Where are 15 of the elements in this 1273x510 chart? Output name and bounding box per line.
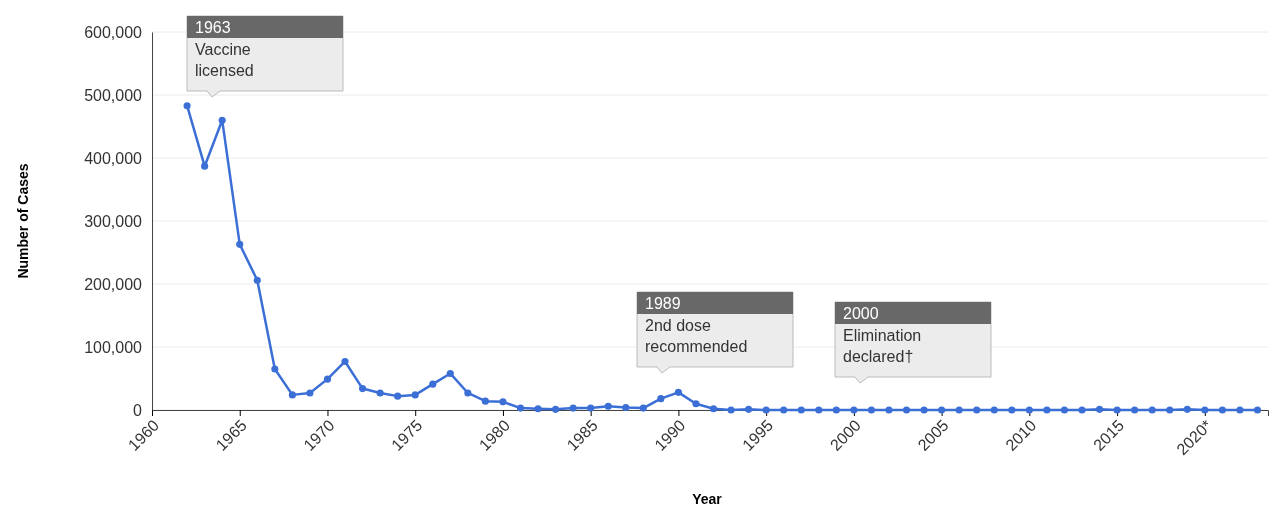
annotation: 1989 2nd dose recommended	[645, 295, 748, 355]
y-tick-label: 400,000	[84, 149, 143, 167]
callout-box: 1989 2nd dose recommended	[636, 291, 794, 374]
annotation: 1963 Vaccine licensed	[195, 19, 254, 79]
y-tick-label: 600,000	[84, 23, 143, 41]
y-tick-label: 0	[133, 401, 143, 419]
callout-box: 2000 Elimination declared†	[834, 301, 992, 384]
y-tick-label: 200,000	[84, 275, 143, 293]
y-axis-title: Number of Cases	[15, 163, 31, 279]
y-tick-label: 300,000	[84, 212, 143, 230]
callout-box: 1963 Vaccine licensed	[186, 15, 344, 98]
x-axis-title: Year	[692, 491, 723, 507]
y-tick-label: 100,000	[84, 338, 143, 356]
y-tick-label: 500,000	[84, 86, 143, 104]
annotation: 2000 Elimination declared†	[843, 305, 922, 365]
